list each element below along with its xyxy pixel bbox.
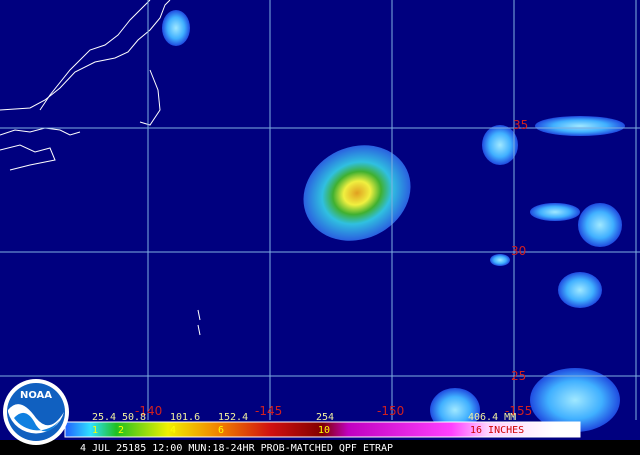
legend-inch-label: 16 INCHES — [470, 425, 524, 436]
latitude-label: 35 — [513, 118, 528, 132]
legend-mm-label: 50.8 — [122, 412, 146, 423]
latitude-label: 30 — [511, 244, 526, 258]
coastline — [0, 0, 201, 336]
legend-inch-label: 6 — [218, 425, 224, 436]
longitude-label: -140 — [135, 404, 162, 418]
caption-bar — [0, 440, 640, 455]
longitude-label: -155 — [505, 404, 532, 418]
legend-mm-label: 25.4 — [92, 412, 116, 423]
legend-inch-label: 2 — [118, 425, 124, 436]
legend-inch-label: 4 — [170, 425, 176, 436]
noaa-logo: NOAA — [3, 379, 69, 445]
legend: 25.4 50.8 101.6 152.4 254 406.4 MM 1 2 4… — [64, 412, 581, 438]
caption: 4 JUL 25185 12:00 MUN:18-24HR PROB-MATCH… — [80, 443, 393, 454]
legend-mm-label: 152.4 — [218, 412, 248, 423]
legend-mm-label: 406.4 MM — [468, 412, 516, 423]
legend-mm-label: 254 — [316, 412, 334, 423]
legend-colorbar — [64, 421, 581, 438]
legend-inch-label: 1 — [92, 425, 98, 436]
longitude-label: -150 — [377, 404, 404, 418]
legend-mm-label: 101.6 — [170, 412, 200, 423]
graticule — [0, 0, 640, 420]
legend-inch-label: 10 — [318, 425, 330, 436]
latitude-label: 25 — [511, 369, 526, 383]
longitude-label: -145 — [255, 404, 282, 418]
precipitation — [162, 10, 625, 432]
logo-text: NOAA — [20, 390, 52, 401]
